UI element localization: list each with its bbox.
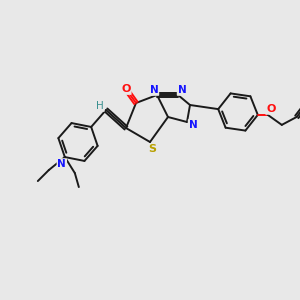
Text: S: S	[148, 144, 156, 154]
Text: N: N	[58, 159, 66, 169]
Text: N: N	[189, 120, 197, 130]
Text: H: H	[96, 101, 104, 111]
Text: O: O	[121, 84, 131, 94]
Text: O: O	[266, 104, 275, 114]
Text: N: N	[178, 85, 186, 95]
Text: N: N	[150, 85, 158, 95]
